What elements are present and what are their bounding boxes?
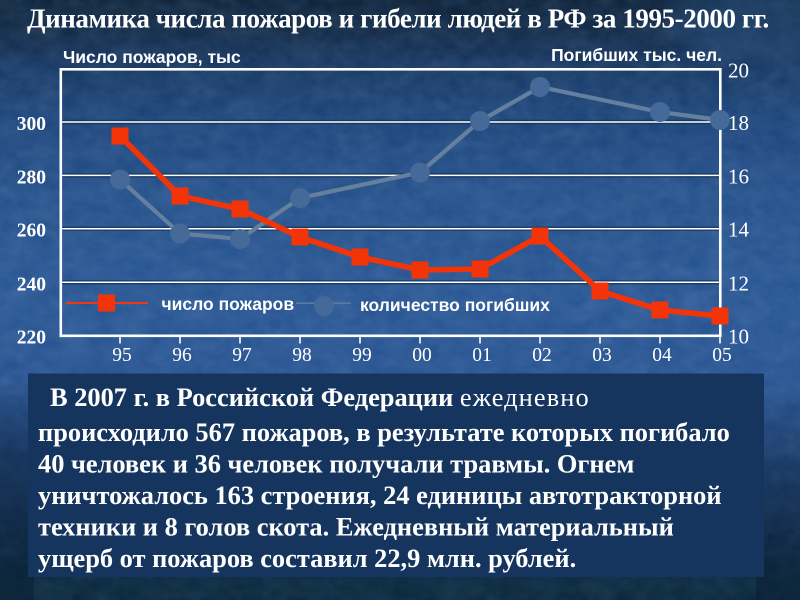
svg-text:количество погибших: количество погибших: [360, 295, 550, 315]
svg-text:02: 02: [532, 345, 552, 366]
svg-text:Погибших тыс. чел.: Погибших тыс. чел.: [551, 45, 722, 65]
svg-text:Динамика числа пожаров и гибел: Динамика числа пожаров и гибели людей в …: [27, 4, 769, 34]
svg-text:В 2007 г. в Российской Федерац: В 2007 г. в Российской Федерации ежеднев…: [50, 382, 590, 412]
svg-text:97: 97: [232, 345, 252, 366]
svg-text:14: 14: [728, 218, 750, 242]
svg-text:16: 16: [728, 164, 749, 188]
svg-text:300: 300: [17, 114, 46, 135]
svg-text:05: 05: [712, 345, 732, 366]
svg-text:число пожаров: число пожаров: [162, 294, 295, 314]
svg-text:18: 18: [728, 111, 749, 135]
svg-text:01: 01: [472, 345, 492, 366]
svg-text:10: 10: [728, 325, 749, 349]
svg-text:Число пожаров, тыс: Число пожаров, тыс: [63, 47, 241, 67]
svg-text:95: 95: [112, 345, 132, 366]
svg-text:уничтожалось 163 строения, 24: уничтожалось 163 строения, 24 единицы ав…: [38, 480, 722, 510]
svg-text:240: 240: [17, 274, 46, 295]
svg-text:техники и 8 голов скота. Ежедн: техники и 8 голов скота. Ежедневный мате…: [38, 512, 674, 542]
svg-text:220: 220: [17, 328, 46, 349]
svg-text:12: 12: [728, 271, 749, 295]
svg-text:260: 260: [17, 221, 46, 242]
svg-text:40 человек и 36 человек получа: 40 человек и 36 человек получали травмы.…: [38, 449, 634, 479]
svg-text:96: 96: [172, 345, 192, 366]
svg-text:280: 280: [17, 167, 46, 188]
svg-text:03: 03: [592, 345, 612, 366]
svg-text:99: 99: [352, 345, 372, 366]
svg-text:00: 00: [412, 345, 432, 366]
svg-text:ущерб от пожаров составил 22,9: ущерб от пожаров составил 22,9 млн. рубл…: [38, 543, 576, 573]
svg-text:происходило 567 пожаров, в рез: происходило 567 пожаров, в результате ко…: [38, 417, 730, 447]
svg-text:04: 04: [652, 345, 672, 366]
svg-text:20: 20: [728, 59, 749, 83]
svg-text:98: 98: [292, 345, 312, 366]
